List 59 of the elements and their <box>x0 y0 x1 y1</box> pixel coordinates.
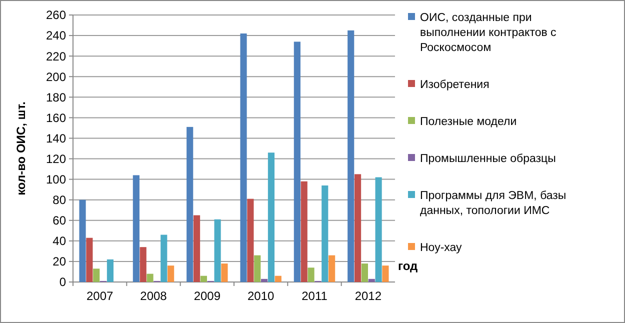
x-tick-label: 2011 <box>302 289 328 303</box>
y-tick-label: 80 <box>52 193 66 208</box>
bar <box>322 185 328 282</box>
bar <box>186 126 194 282</box>
bar <box>221 264 228 282</box>
legend-label: Промышленные образцы <box>420 153 556 165</box>
bar <box>214 219 221 282</box>
y-tick-label: 60 <box>52 214 66 228</box>
x-tick-label: 2008 <box>140 289 168 303</box>
bar <box>274 276 282 282</box>
bar <box>140 247 146 282</box>
bar <box>294 42 300 282</box>
bar <box>193 215 200 282</box>
bar <box>146 274 154 282</box>
y-tick-label: 220 <box>46 49 66 64</box>
bar <box>93 268 100 282</box>
x-tick-label: 2009 <box>194 289 221 303</box>
y-tick-label: 240 <box>46 28 66 43</box>
bar <box>375 177 382 282</box>
bar <box>79 200 86 282</box>
y-tick-label: 100 <box>46 172 66 187</box>
y-tick-label: 120 <box>46 152 66 166</box>
legend-label: ОИС, созданные при выполнении контрактов с Роскосмосом <box>420 12 557 54</box>
x-tick-label: 2012 <box>354 289 382 303</box>
y-tick-label: 140 <box>46 131 66 146</box>
bar <box>368 278 375 282</box>
legend-label: Изобретения <box>420 79 490 91</box>
bar <box>261 278 268 282</box>
x-tick-label: 2010 <box>247 289 275 303</box>
bar <box>382 266 389 282</box>
bar <box>106 259 114 282</box>
bar <box>308 268 314 282</box>
y-tick-label: 200 <box>46 70 66 84</box>
bar <box>240 33 247 282</box>
y-tick-label: 160 <box>46 110 66 125</box>
y-tick-label: 0 <box>59 275 66 290</box>
x-tick-label: 2007 <box>86 289 114 303</box>
bar <box>354 174 362 282</box>
bar <box>361 264 368 282</box>
bar <box>132 175 140 282</box>
bar <box>268 152 275 282</box>
y-tick-label: 40 <box>52 234 66 248</box>
y-tick-label: 180 <box>46 90 66 104</box>
bar <box>200 276 207 282</box>
legend-label: Программы для ЭВМ, базы данных, топологии ИМС <box>420 190 566 217</box>
y-tick-label: 260 <box>46 8 66 22</box>
legend-label: Полезные модели <box>420 116 517 128</box>
x-axis-title: год <box>398 259 418 273</box>
bar <box>254 255 261 282</box>
bar <box>348 30 354 282</box>
bar <box>168 266 174 282</box>
y-tick-label: 20 <box>52 254 66 269</box>
bar <box>328 255 336 282</box>
bar <box>86 238 93 282</box>
bar <box>247 198 254 282</box>
y-axis-title: кол-во ОИС, шт. <box>14 102 28 196</box>
bar <box>300 181 308 282</box>
legend-label: Ноу-хау <box>420 242 462 254</box>
bar <box>160 234 168 282</box>
